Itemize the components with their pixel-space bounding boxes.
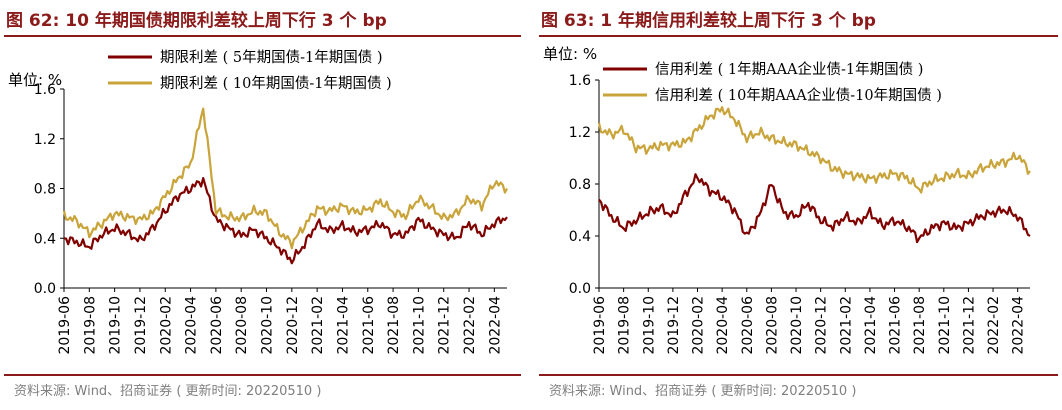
x-tick-label: 2020-10 (260, 296, 276, 355)
y-tick-label: 0.8 (569, 177, 591, 193)
y-tick-label: 1.6 (34, 82, 56, 98)
y-tick-label: 0.4 (34, 231, 56, 247)
x-tick-label: 2020-12 (285, 296, 301, 355)
series-line (63, 177, 508, 265)
x-tick-label: 2021-02 (838, 296, 854, 355)
figure-title: 图 62: 10 年期国债期限利差较上周下行 3 个 bp (6, 11, 387, 31)
x-tick-label: 2019-12 (133, 296, 149, 355)
y-tick-label: 0.8 (34, 182, 56, 198)
x-tick-label: 2020-02 (691, 296, 707, 355)
x-tick-label: 2021-10 (411, 296, 427, 355)
x-tick-label: 2021-06 (888, 296, 904, 355)
unit-label: 单位: % (8, 71, 62, 89)
x-tick-label: 2021-08 (912, 296, 928, 355)
source-note: 资料来源: Wind、招商证券 ( 更新时间: 20220510 ) (549, 384, 857, 399)
x-tick-label: 2021-12 (437, 296, 453, 355)
y-tick-label: 0.0 (34, 281, 56, 297)
source-divider (539, 374, 1058, 376)
source-note: 资料来源: Wind、招商证券 ( 更新时间: 20220510 ) (14, 384, 322, 399)
legend-label: 信用利差 ( 1年期AAA企业债-1年期国债 ) (655, 60, 923, 78)
series-line (598, 173, 1031, 244)
line-chart-term-spread: 单位: % 0.0 0.4 0.8 1.2 1.6 2019-06 2019-08 2019-1… (8, 49, 508, 355)
x-tick-label: 2020-04 (715, 296, 731, 355)
x-tick-label: 2020-10 (789, 296, 805, 355)
x-tick-label: 2019-08 (617, 296, 633, 355)
x-tick-label: 2021-12 (961, 296, 977, 355)
x-tick-label: 2019-10 (108, 296, 124, 355)
series-line (597, 106, 1031, 194)
legend-label: 期限利差 ( 5年期国债-1年期国债 ) (160, 49, 383, 66)
x-tick-label: 2021-02 (310, 296, 326, 355)
x-tick-label: 2020-08 (764, 296, 780, 355)
y-tick-label: 1.2 (569, 125, 591, 141)
legend-label: 信用利差 ( 10年期AAA企业债-10年期国债 ) (655, 86, 942, 104)
x-tick-label: 2022-02 (986, 296, 1002, 355)
x-tick-label: 2022-02 (462, 296, 478, 355)
series-line (62, 107, 508, 250)
x-tick-label: 2020-12 (814, 296, 830, 355)
x-tick-label: 2022-04 (487, 296, 503, 355)
x-tick-label: 2020-02 (158, 296, 174, 355)
x-tick-label: 2021-10 (937, 296, 953, 355)
x-tick-label: 2021-04 (335, 296, 351, 355)
x-tick-label: 2020-08 (234, 296, 250, 355)
x-tick-label: 2019-10 (641, 296, 657, 355)
chart-panel-right: 图 63: 1 年期信用利差较上周下行 3 个 bp 单位: % 0.0 0.4 0.… (535, 0, 1062, 410)
y-tick-label: 0.0 (569, 281, 591, 297)
y-tick-label: 1.2 (34, 132, 56, 148)
x-tick-label: 2019-12 (666, 296, 682, 355)
x-tick-label: 2019-06 (57, 296, 73, 355)
x-tick-label: 2020-06 (740, 296, 756, 355)
figure-title: 图 63: 1 年期信用利差较上周下行 3 个 bp (541, 11, 876, 31)
chart-panel-left: 图 62: 10 年期国债期限利差较上周下行 3 个 bp 单位: % 0.0 0.… (0, 0, 525, 410)
y-tick-label: 0.4 (569, 229, 591, 245)
x-tick-label: 2019-08 (82, 296, 98, 355)
unit-label: 单位: % (543, 45, 597, 63)
title-divider (539, 35, 1058, 37)
x-tick-label: 2019-06 (592, 296, 608, 355)
line-chart-credit-spread: 单位: % 0.0 0.4 0.8 1.2 1.6 2019-06 2019-08 2019-1… (543, 45, 1031, 355)
x-tick-label: 2020-06 (209, 296, 225, 355)
x-tick-label: 2021-08 (386, 296, 402, 355)
source-divider (4, 374, 521, 376)
x-tick-label: 2021-04 (863, 296, 879, 355)
x-tick-label: 2020-04 (184, 296, 200, 355)
title-divider (4, 35, 521, 37)
y-tick-label: 1.6 (569, 73, 591, 89)
x-tick-label: 2022-04 (1011, 296, 1027, 355)
legend-label: 期限利差 ( 10年期国债-1年期国债 ) (160, 75, 392, 92)
x-tick-label: 2021-06 (361, 296, 377, 355)
